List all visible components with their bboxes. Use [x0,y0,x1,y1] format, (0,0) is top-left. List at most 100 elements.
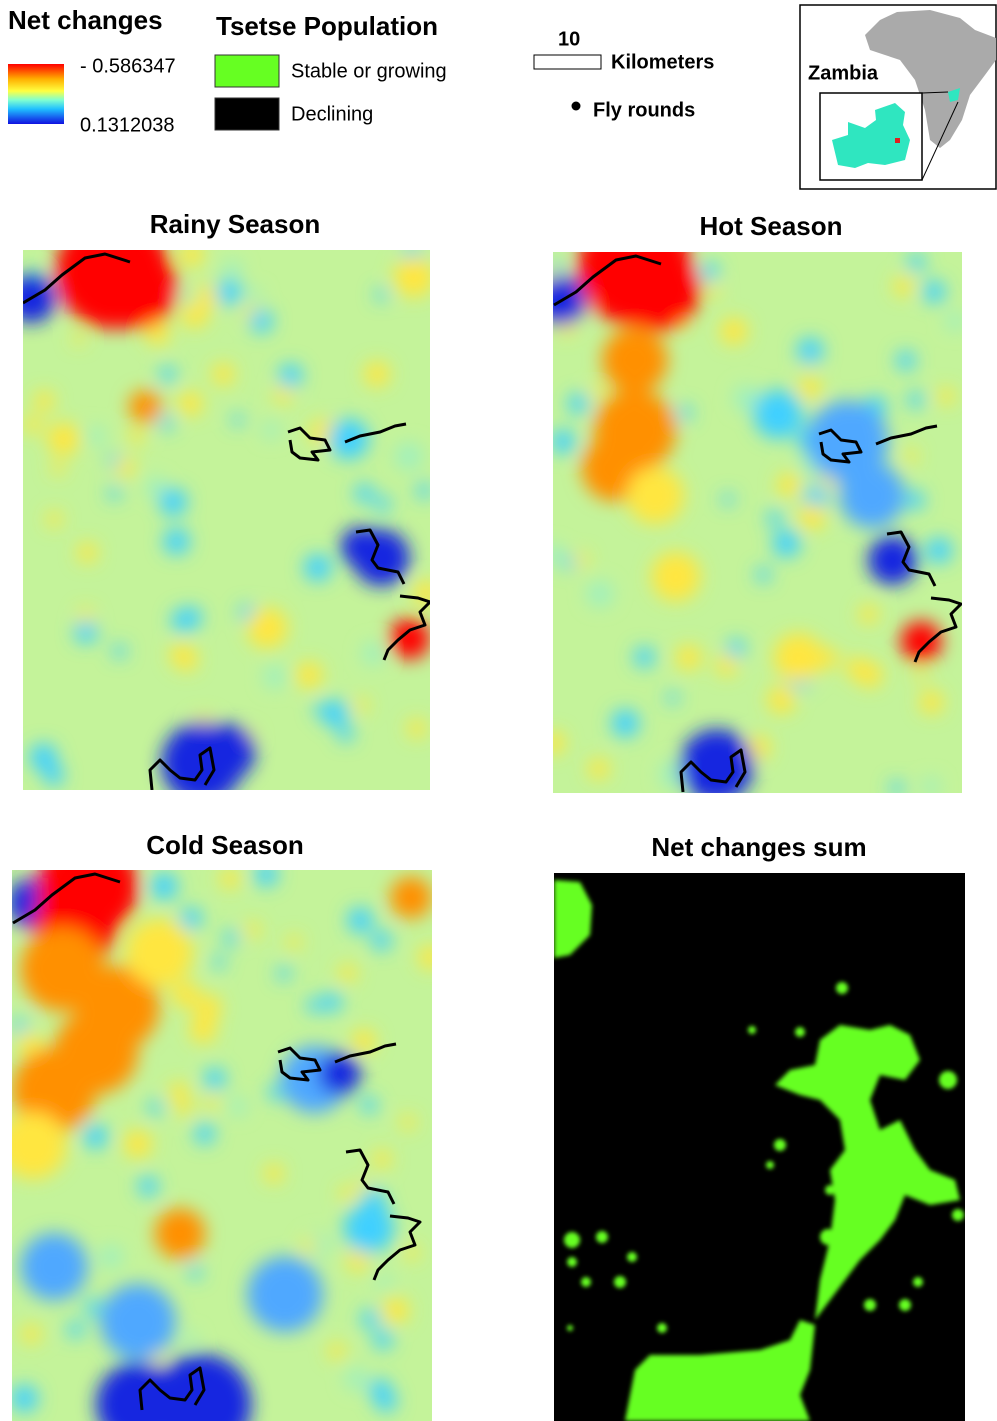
surface-spot [587,581,613,607]
stable-patch [766,1161,774,1169]
surface-blob [155,1208,205,1258]
surface-spot [159,488,187,516]
map-panel [554,873,965,1421]
surface-spot [722,493,735,506]
surface-spot [216,279,242,305]
swatch-stable [215,55,279,87]
panel-title: Hot Season [699,211,842,241]
surface-spot [180,908,202,930]
surface-spot [611,709,639,737]
surface-spot [395,443,422,470]
surface-spot [46,511,62,527]
surface-spot [375,288,388,301]
surface-spot [588,758,609,779]
surface-spot [666,691,679,704]
surface-spot [328,1343,345,1360]
surface-spot [416,483,432,499]
surface-spot [354,698,368,712]
fly-rounds-label: Fly rounds [593,99,695,121]
surface-spot [562,556,575,569]
surface-blob [247,1256,323,1332]
surface-blob [753,390,802,439]
surface-spot [107,486,120,499]
surface-spot [51,461,65,475]
surface-spot [551,429,576,454]
surface-spot [859,605,878,624]
surface-blob [901,621,942,662]
surface-spot [99,1245,122,1268]
surface-blob [627,467,684,524]
surface-spot [263,665,286,688]
surface-spot [108,454,121,467]
color-ramp [8,64,64,124]
stable-patch [864,1299,876,1311]
surface-spot [223,930,238,945]
surface-spot [73,333,85,345]
surface-spot [306,998,322,1014]
surface-spot [86,427,105,446]
scale-unit: Kilometers [611,51,714,73]
surface-spot [797,338,824,365]
stable-patch [748,1026,756,1034]
surface-spot [277,966,291,980]
surface-spot [170,643,195,668]
legend-title: Tsetse Population [216,11,438,41]
surface-spot [893,276,913,296]
surface-spot [151,873,178,900]
surface-spot [232,414,244,426]
surface-blob [868,536,917,585]
surface-spot [34,391,54,411]
surface-spot [74,620,97,643]
stable-patch [567,1257,577,1267]
surface-blob [344,1203,394,1253]
surface-spot [11,1385,38,1412]
surface-spot [229,1097,247,1115]
scale-length: 10 [558,28,580,50]
surface-spot [920,691,943,714]
surface-spot [176,1101,191,1116]
surface-spot [923,280,946,303]
surface-spot [304,554,331,581]
surface-blob [602,327,667,392]
surface-spot [676,645,701,670]
surface-spot [716,654,737,675]
surface-spot [339,964,357,982]
stable-patch [581,1277,591,1287]
surface-spot [766,510,782,526]
surface-spot [345,1368,367,1390]
surface-spot [382,1297,409,1324]
surface-spot [407,719,426,738]
surface-blob [20,1233,87,1300]
surface-spot [296,662,323,689]
surface-spot [171,608,195,632]
surface-blob [96,247,177,328]
surface-blob [774,633,823,682]
surface-blob [618,249,700,331]
surface-spot [777,473,801,497]
surface-spot [112,644,126,658]
surface-spot [245,922,260,937]
surface-spot [188,1265,202,1279]
surface-spot [84,1299,101,1316]
surface-spot [194,1123,215,1144]
surface-spot [274,386,292,404]
surface-spot [907,392,923,408]
surface-spot [339,1186,354,1201]
surface-spot [371,931,391,951]
surface-spot [773,530,801,558]
surface-spot [279,364,303,388]
surface-spot [591,384,605,398]
surface-spot [169,1082,189,1102]
study-area [895,138,900,143]
surface-spot [568,393,589,414]
stable-patch [836,982,848,994]
surface-spot [247,289,262,304]
stable-patch [564,1232,580,1248]
surface-spot [287,935,301,949]
surface-spot [915,669,927,681]
surface-spot [544,545,563,564]
stable-patch [774,1139,786,1151]
legend-title: Net changes [8,5,163,35]
stable-patch [913,1277,923,1287]
legend-item: Stable or growing [291,60,447,82]
